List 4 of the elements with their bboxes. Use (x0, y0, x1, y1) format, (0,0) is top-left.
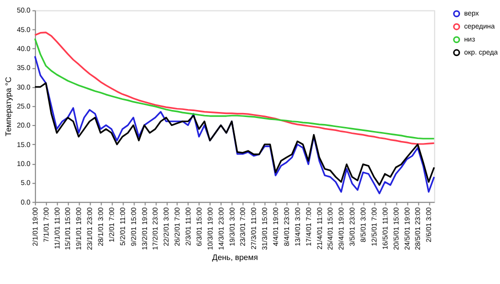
line-series (34, 82, 435, 186)
x-axis-title: День, время (212, 253, 258, 262)
y-axis-title: Температура °С (4, 76, 13, 136)
line-series (34, 55, 435, 194)
